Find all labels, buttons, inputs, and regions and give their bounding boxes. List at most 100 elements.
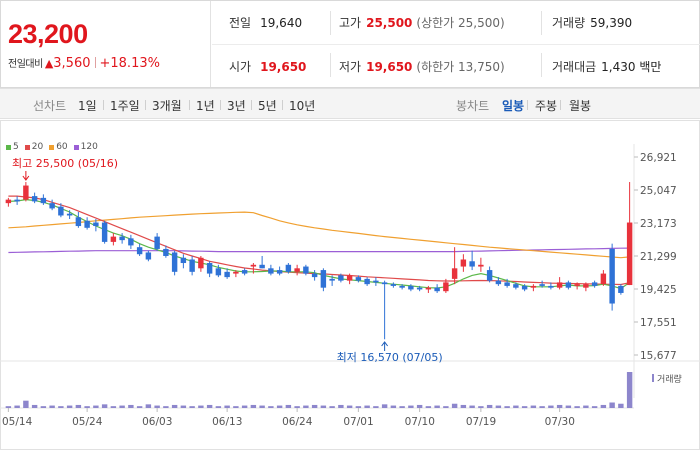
candle-body bbox=[215, 268, 222, 276]
candle-body bbox=[486, 270, 493, 281]
candle-body bbox=[609, 248, 615, 304]
candle-body bbox=[521, 285, 528, 290]
tab-daily[interactable]: 일봉 bbox=[502, 99, 525, 113]
tab-1w[interactable]: 1주일 bbox=[110, 99, 140, 113]
divider bbox=[282, 100, 283, 110]
legend-ma60[interactable]: 60 bbox=[49, 142, 68, 152]
candle-body bbox=[548, 285, 554, 288]
tab-1y[interactable]: 1년 bbox=[196, 99, 215, 113]
volume-bar bbox=[408, 405, 414, 408]
divider bbox=[527, 100, 528, 110]
volume-bar bbox=[548, 405, 554, 408]
tab-3m[interactable]: 3개월 bbox=[152, 99, 182, 113]
volume-bar bbox=[294, 406, 300, 408]
candle-body bbox=[49, 203, 55, 209]
candle-body bbox=[311, 273, 318, 278]
volume-bar bbox=[478, 406, 484, 408]
legend-swatch bbox=[24, 144, 30, 150]
x-tick-label: 07/30 bbox=[545, 416, 575, 428]
tab-monthly[interactable]: 월봉 bbox=[569, 99, 592, 113]
legend-ma120[interactable]: 120 bbox=[73, 142, 98, 152]
volume-bar bbox=[31, 404, 38, 408]
prev-close: 전일 19,640 bbox=[229, 15, 303, 31]
chart-canvas[interactable]: 26,921 25,047 23,173 21,299 19,425 17,551 15,6… bbox=[0, 120, 700, 450]
y-tick-label: 19,425 bbox=[640, 284, 677, 296]
ma60-line bbox=[8, 211, 630, 259]
chart-tab-bar: 선차트 1일 1주일 3개월 1년 3년 5년 10년 봉차트 일봉 주봉 월봉 bbox=[0, 88, 700, 119]
candle-body bbox=[31, 196, 38, 202]
volume-bar bbox=[320, 405, 327, 408]
tab-1d[interactable]: 1일 bbox=[78, 99, 97, 113]
candle-body bbox=[23, 185, 29, 200]
divider bbox=[560, 100, 561, 110]
volume-bar bbox=[434, 405, 440, 408]
candle-body bbox=[513, 284, 519, 288]
volume-bar bbox=[311, 404, 318, 408]
legend-swatch bbox=[49, 144, 55, 150]
volume-bar bbox=[75, 404, 82, 408]
volume-bar bbox=[539, 406, 545, 408]
volume-legend-label: 거래량 bbox=[657, 373, 682, 385]
max-annotation: 최고 25,500 (05/16) bbox=[12, 157, 118, 170]
volume-bar bbox=[303, 405, 309, 408]
volume-bar bbox=[373, 406, 379, 408]
volume-bar bbox=[233, 406, 239, 408]
ma-legend: 5 20 60 120 bbox=[6, 142, 98, 152]
volume-bar bbox=[84, 406, 90, 408]
volume-bar bbox=[469, 405, 475, 408]
volume-bar bbox=[276, 405, 283, 408]
tab-weekly[interactable]: 주봉 bbox=[535, 99, 558, 113]
volume-bar bbox=[58, 406, 64, 408]
volume-bar bbox=[381, 404, 388, 408]
tab-5y[interactable]: 5년 bbox=[258, 99, 277, 113]
volume-bar bbox=[241, 405, 248, 408]
change-percent: +18.13% bbox=[99, 56, 160, 71]
candle-body bbox=[329, 278, 335, 281]
volume-bar bbox=[189, 406, 195, 408]
x-tick-label: 06/24 bbox=[282, 416, 313, 428]
candle-body bbox=[434, 287, 440, 292]
x-tick-label: 06/13 bbox=[212, 416, 242, 428]
candle-body bbox=[241, 270, 248, 274]
candle-body bbox=[259, 264, 265, 269]
divider bbox=[189, 100, 190, 110]
candle-body bbox=[451, 268, 458, 279]
volume-bar bbox=[136, 406, 143, 408]
volume: 거래량 59,390 bbox=[552, 15, 633, 31]
volume-bar bbox=[329, 406, 335, 408]
candle-body bbox=[276, 270, 283, 274]
divider bbox=[103, 100, 104, 110]
volume-bar bbox=[460, 404, 467, 408]
volume-bar bbox=[513, 405, 519, 408]
y-tick-label: 21,299 bbox=[640, 251, 677, 263]
candle-body bbox=[495, 280, 502, 285]
volume-bar bbox=[390, 405, 397, 408]
current-price-box: 23,200 전일대비 ▲3,560 +18.13% bbox=[1, 1, 211, 87]
volume-bar bbox=[618, 403, 624, 408]
volume-bar bbox=[66, 405, 73, 408]
candle-body bbox=[189, 259, 195, 272]
volume-bar bbox=[591, 406, 598, 408]
legend-ma20[interactable]: 20 bbox=[24, 142, 43, 152]
min-annotation: 최저 16,570 (07/05) bbox=[337, 351, 443, 364]
volume-bar bbox=[180, 405, 187, 408]
legend-swatch bbox=[73, 144, 79, 150]
trading-amount: 거래대금 1,430 백만 bbox=[552, 60, 662, 74]
tab-3y[interactable]: 3년 bbox=[227, 99, 246, 113]
volume-bar bbox=[145, 404, 152, 408]
divider bbox=[145, 100, 146, 110]
candle-body bbox=[224, 271, 230, 278]
volume-bar bbox=[338, 404, 344, 408]
candle-body bbox=[390, 284, 397, 286]
x-tick-label: 05/14 bbox=[2, 416, 33, 428]
volume-bar bbox=[346, 405, 353, 408]
candle-body bbox=[145, 252, 152, 260]
tab-10y[interactable]: 10년 bbox=[289, 99, 316, 113]
volume-bar bbox=[583, 405, 589, 408]
change-label: 전일대비 bbox=[8, 59, 43, 70]
legend-ma5[interactable]: 5 bbox=[6, 142, 19, 152]
candle-body bbox=[268, 268, 274, 274]
divider bbox=[251, 100, 252, 110]
change-row: 전일대비 ▲3,560 +18.13% bbox=[8, 55, 160, 71]
candle-body bbox=[14, 199, 20, 202]
